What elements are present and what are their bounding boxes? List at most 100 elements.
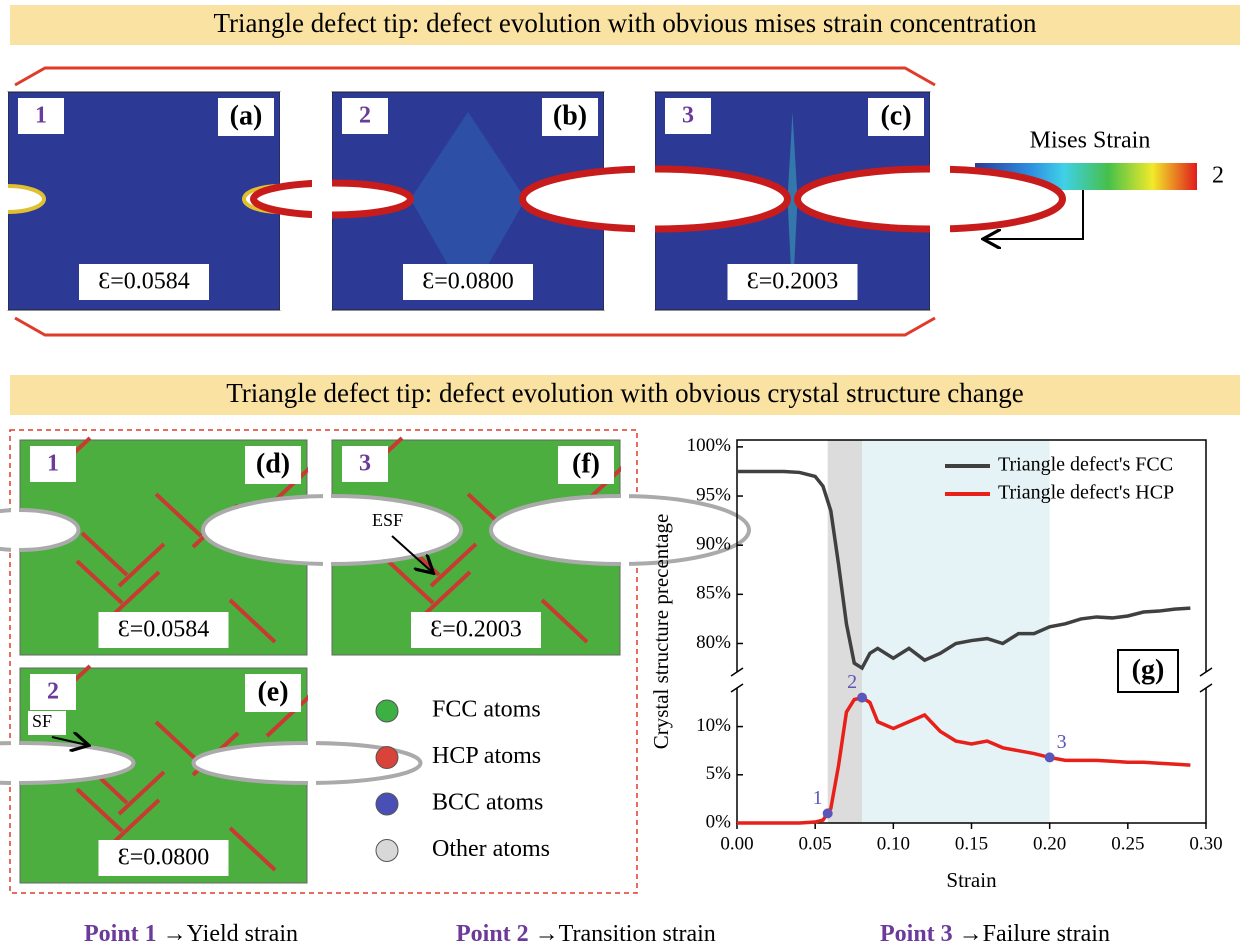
- panel-letter: (f): [572, 448, 600, 479]
- strain-band: [787, 112, 798, 300]
- defect: [0, 741, 136, 785]
- legend-label: FCC atoms: [432, 697, 541, 723]
- stacking-fault: [228, 598, 277, 644]
- colorbar-max: 2: [1212, 163, 1224, 189]
- clip-edge: [11, 668, 19, 883]
- footer-note: Point 3 →Failure strain: [880, 921, 1110, 947]
- y-tick-label: 80%: [696, 632, 731, 653]
- label-box: [342, 98, 388, 134]
- legend-swatch: [375, 792, 399, 816]
- key-point-label: 1: [813, 787, 823, 809]
- text-part: Yield strain: [187, 921, 298, 947]
- label-box: [30, 674, 76, 710]
- x-tick-label: 0.15: [955, 833, 988, 854]
- series-line: [737, 695, 1191, 825]
- label-box: [98, 612, 229, 648]
- label-box: [868, 98, 924, 136]
- legend-label: Triangle defect's HCP: [998, 482, 1174, 504]
- y-tick-label: 0%: [706, 811, 732, 832]
- key-point-label: 2: [847, 671, 857, 693]
- legend-swatch: [375, 839, 399, 862]
- banner-title: Triangle defect tip: defect evolution wi…: [213, 8, 1037, 38]
- x-tick-label: 0.05: [799, 833, 832, 854]
- key-point: [1044, 752, 1055, 763]
- legend-swatch: [375, 699, 399, 723]
- label-box: [368, 510, 418, 534]
- text-part: →: [535, 921, 559, 947]
- label-box: [727, 264, 858, 300]
- panel-number: 3: [359, 451, 371, 477]
- x-tick-label: 0.30: [1189, 833, 1222, 854]
- label-box: [245, 674, 301, 712]
- text-part: Transition strain: [559, 921, 716, 947]
- y-tick-label: 85%: [696, 583, 731, 604]
- key-point-label: 3: [1057, 731, 1067, 753]
- key-point: [822, 808, 833, 819]
- y-tick-label: 5%: [706, 763, 732, 784]
- panel-number: 2: [47, 679, 59, 705]
- panel-letter: (e): [257, 676, 288, 707]
- label-box: [542, 98, 598, 136]
- strain-label: Ɛ=0.0584: [118, 617, 210, 643]
- strain-label: Ɛ=0.2003: [747, 269, 839, 295]
- series-line: [737, 469, 1191, 671]
- stacking-fault: [228, 826, 277, 872]
- panel-letter: (a): [230, 100, 263, 131]
- clip-edge: [308, 668, 316, 883]
- arrow: [985, 190, 1084, 239]
- stacking-fault: [154, 492, 203, 538]
- label-box: [18, 98, 64, 134]
- annotation-arrow: [51, 737, 87, 745]
- stacking-fault: [540, 598, 589, 644]
- strain-label: Ɛ=0.0584: [98, 269, 190, 295]
- label-box: [98, 840, 229, 876]
- panel-letter: (c): [880, 100, 911, 131]
- clip-edge: [635, 92, 655, 310]
- x-tick-label: 0.00: [720, 833, 753, 854]
- label-box: [411, 612, 541, 648]
- x-tick-label: 0.25: [1111, 833, 1144, 854]
- stacking-fault: [429, 542, 478, 588]
- panel-letter: (b): [553, 100, 587, 131]
- stacking-fault: [386, 559, 435, 605]
- dashed-box: [9, 429, 638, 894]
- key-point: [857, 692, 868, 703]
- label-box: [79, 264, 209, 300]
- footer-note: Point 1 →Yield strain: [84, 921, 298, 947]
- defect: [201, 494, 463, 566]
- text-part: →: [163, 921, 187, 947]
- legend-label: Triangle defect's FCC: [998, 454, 1173, 476]
- clip-edge: [930, 92, 950, 310]
- stacking-fault: [265, 692, 314, 738]
- panel-number: 1: [47, 451, 59, 477]
- shaded-region: [827, 440, 863, 823]
- banner-title: Triangle defect tip: defect evolution wi…: [226, 378, 1024, 408]
- title-box: [1117, 649, 1179, 693]
- y-axis-label: Crystal structure precentage: [649, 514, 673, 750]
- label-box: [245, 446, 301, 484]
- defect: [0, 508, 81, 552]
- axis-break: [730, 667, 1213, 693]
- annotation-arrow: [391, 535, 432, 572]
- label-box: [28, 711, 66, 735]
- stacking-fault: [154, 720, 203, 766]
- clip-edge: [323, 440, 331, 655]
- panel-number: 2: [359, 103, 371, 129]
- strain-label: Ɛ=0.0800: [118, 845, 210, 871]
- stacking-fault: [80, 531, 129, 577]
- bracket: [14, 66, 936, 337]
- label-box: [218, 98, 274, 136]
- banner: [10, 375, 1240, 415]
- annotation: SF: [32, 711, 52, 731]
- stacking-fault: [75, 787, 124, 833]
- label-box: [665, 98, 711, 134]
- panel-number: 3: [682, 103, 694, 129]
- footer-note: Point 2 →Transition strain: [456, 921, 716, 947]
- stacking-fault: [75, 559, 124, 605]
- shaded-region: [862, 440, 1050, 823]
- stacking-fault: [423, 570, 472, 616]
- y-tick-label: 10%: [696, 715, 731, 736]
- y-tick-label: 95%: [696, 484, 731, 505]
- text-part: Point 2: [456, 921, 529, 947]
- x-axis-label: Strain: [946, 868, 997, 892]
